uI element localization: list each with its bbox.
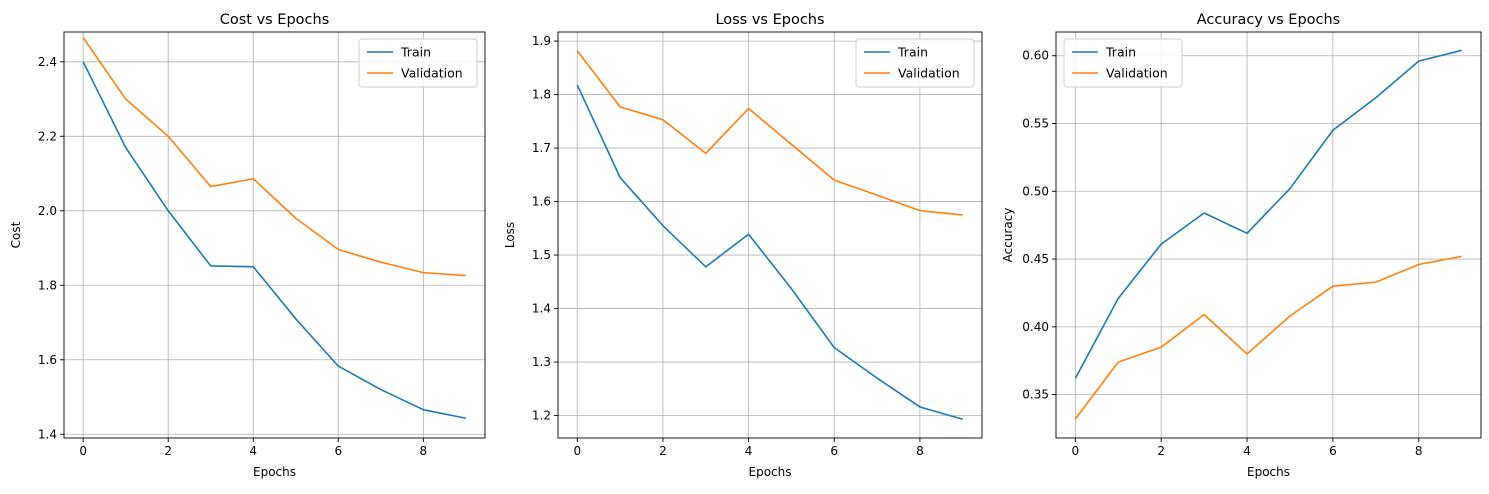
legend-label-validation: Validation bbox=[1106, 66, 1168, 81]
legend-label-validation: Validation bbox=[401, 66, 463, 81]
y-tick-label: 0.60 bbox=[1022, 49, 1049, 63]
series-line-validation bbox=[1074, 255, 1462, 420]
x-tick-label: 2 bbox=[659, 444, 667, 458]
grid bbox=[558, 32, 982, 438]
legend: Train Validation bbox=[358, 38, 478, 88]
y-tick-label: 1.6 bbox=[532, 195, 551, 209]
grid bbox=[1056, 32, 1481, 438]
y-tick-label: 1.4 bbox=[532, 302, 551, 316]
y-tick-label: 0.45 bbox=[1022, 252, 1049, 266]
chart-panel-1: 0 2 4 6 8 1.4 1.6 1.8 2.0 2.2 2.4 Cost vs Epochs Epo… bbox=[9, 12, 486, 479]
axes-frame bbox=[557, 31, 983, 439]
y-tick-label: 1.9 bbox=[532, 34, 551, 48]
chart-panel-2: 0 2 4 6 8 1.2 1.3 1.4 1.5 1.6 1.7 1.8 1.9 Loss vs Epo… bbox=[503, 12, 983, 479]
y-tick-label: 1.5 bbox=[532, 248, 551, 262]
x-tick-label: 2 bbox=[164, 444, 172, 458]
legend-box bbox=[1063, 38, 1183, 88]
x-axis-label: Epochs bbox=[1247, 465, 1290, 479]
chart-panel-3: 0 2 4 6 8 0.35 0.40 0.45 0.50 0.55 0.60 Accuracy vs… bbox=[1001, 12, 1482, 479]
y-tick-label: 2.2 bbox=[38, 129, 57, 143]
series-line-validation bbox=[82, 37, 466, 277]
x-tick-label: 8 bbox=[916, 444, 924, 458]
x-tick-label: 0 bbox=[1071, 444, 1079, 458]
y-tick-label: 0.50 bbox=[1022, 184, 1049, 198]
legend: Train Validation bbox=[1063, 38, 1183, 88]
legend-label-train: Train bbox=[1105, 45, 1136, 60]
chart-title: Loss vs Epochs bbox=[715, 12, 824, 28]
y-tick-label: 1.2 bbox=[532, 409, 551, 423]
y-axis-label: Accuracy bbox=[1001, 208, 1015, 263]
x-tick-label: 2 bbox=[1157, 444, 1165, 458]
x-tick-label: 4 bbox=[1243, 444, 1251, 458]
legend-label-validation: Validation bbox=[898, 66, 960, 81]
x-tick-label: 8 bbox=[420, 444, 428, 458]
series-line-train bbox=[576, 84, 963, 421]
y-tick-label: 1.8 bbox=[38, 278, 57, 292]
axes-frame bbox=[63, 31, 486, 439]
legend-label-train: Train bbox=[897, 45, 928, 60]
x-axis-label: Epochs bbox=[749, 465, 792, 479]
y-axis-label: Cost bbox=[9, 221, 23, 248]
x-tick-label: 6 bbox=[334, 444, 342, 458]
y-tick-label: 1.4 bbox=[38, 427, 57, 441]
chart-title: Cost vs Epochs bbox=[220, 12, 330, 28]
axes-frame bbox=[1055, 31, 1482, 439]
y-tick-label: 0.35 bbox=[1022, 388, 1049, 402]
x-tick-label: 0 bbox=[79, 444, 87, 458]
x-tick-label: 0 bbox=[573, 444, 581, 458]
legend-label-train: Train bbox=[400, 45, 431, 60]
chart-title: Accuracy vs Epochs bbox=[1197, 12, 1341, 28]
x-tick-label: 6 bbox=[830, 444, 838, 458]
y-tick-label: 1.3 bbox=[532, 355, 551, 369]
x-tick-label: 6 bbox=[1329, 444, 1337, 458]
y-tick-label: 2.4 bbox=[38, 55, 57, 69]
series-line-train bbox=[82, 61, 467, 420]
y-tick-label: 1.7 bbox=[532, 141, 551, 155]
legend-box bbox=[358, 38, 478, 88]
y-tick-label: 1.8 bbox=[532, 88, 551, 102]
x-axis-label: Epochs bbox=[253, 465, 296, 479]
x-tick-label: 8 bbox=[1415, 444, 1423, 458]
x-tick-label: 4 bbox=[249, 444, 257, 458]
y-tick-label: 0.55 bbox=[1022, 117, 1049, 131]
y-tick-label: 0.40 bbox=[1022, 320, 1049, 334]
x-tick-label: 4 bbox=[745, 444, 753, 458]
legend-box bbox=[855, 38, 975, 88]
series-line-train bbox=[1074, 49, 1462, 379]
y-tick-label: 1.6 bbox=[38, 353, 57, 367]
series-line-validation bbox=[576, 50, 963, 216]
y-tick-label: 2.0 bbox=[38, 204, 57, 218]
y-axis-label: Loss bbox=[503, 222, 517, 248]
grid bbox=[64, 32, 485, 438]
legend: Train Validation bbox=[855, 38, 975, 88]
